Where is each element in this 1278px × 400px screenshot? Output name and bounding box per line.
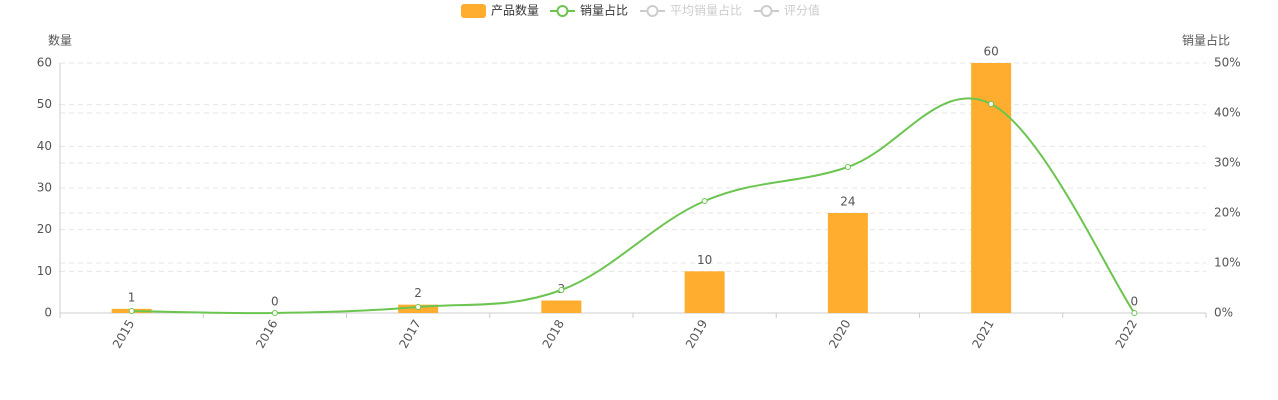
- y2-tick-label: 10%: [1214, 256, 1241, 270]
- bar: [827, 213, 868, 313]
- legend-label[interactable]: 产品数量: [491, 3, 539, 18]
- y-axis-label: 数量: [48, 33, 72, 48]
- bar: [971, 63, 1012, 313]
- line-point: [701, 198, 708, 204]
- x-tick-label: 2016: [253, 317, 280, 350]
- bar-value-label: 60: [983, 45, 998, 59]
- legend-swatch[interactable]: [556, 5, 569, 17]
- y2-tick-label: 30%: [1214, 156, 1241, 170]
- x-tick-label: 2022: [1113, 317, 1140, 350]
- y-tick-label: 0: [44, 306, 52, 320]
- y-tick-label: 60: [37, 56, 52, 70]
- bar-value-label: 24: [840, 195, 855, 209]
- x-tick-label: 2015: [110, 317, 137, 350]
- legend-label[interactable]: 评分值: [784, 3, 820, 18]
- y-tick-label: 10: [37, 264, 52, 278]
- line-point: [844, 164, 851, 170]
- legend-swatch[interactable]: [461, 4, 486, 18]
- y2-tick-label: 50%: [1214, 56, 1241, 70]
- legend-swatch[interactable]: [760, 5, 773, 17]
- x-tick-label: 2017: [396, 317, 423, 350]
- y2-tick-label: 20%: [1214, 206, 1241, 220]
- y-tick-label: 50: [37, 97, 52, 111]
- x-tick-label: 2019: [683, 317, 710, 350]
- y-tick-label: 40: [37, 139, 52, 153]
- bar-value-label: 0: [1131, 295, 1139, 309]
- legend-label[interactable]: 销量占比: [580, 3, 628, 18]
- x-tick-label: 2021: [969, 317, 996, 350]
- bar-value-label: 10: [697, 253, 712, 267]
- bar-value-label: 1: [128, 290, 136, 304]
- line-point: [988, 101, 995, 107]
- y-tick-label: 20: [37, 222, 52, 236]
- x-tick-label: 2018: [540, 317, 567, 350]
- y2-axis-label: 销量占比: [1182, 33, 1230, 48]
- bar-value-label: 2: [414, 286, 422, 300]
- line-point: [1131, 310, 1138, 316]
- y-tick-label: 30: [37, 181, 52, 195]
- line-point: [128, 308, 135, 314]
- line-point: [415, 304, 422, 310]
- legend-label[interactable]: 平均销量占比: [670, 3, 742, 18]
- bar: [541, 300, 582, 313]
- line-point: [558, 287, 565, 293]
- y2-tick-label: 0%: [1214, 306, 1233, 320]
- x-tick-label: 2020: [826, 317, 853, 350]
- line-point: [271, 310, 278, 316]
- y2-tick-label: 40%: [1214, 106, 1241, 120]
- bar-value-label: 0: [271, 295, 279, 309]
- bar: [684, 271, 725, 313]
- legend-swatch[interactable]: [646, 5, 659, 17]
